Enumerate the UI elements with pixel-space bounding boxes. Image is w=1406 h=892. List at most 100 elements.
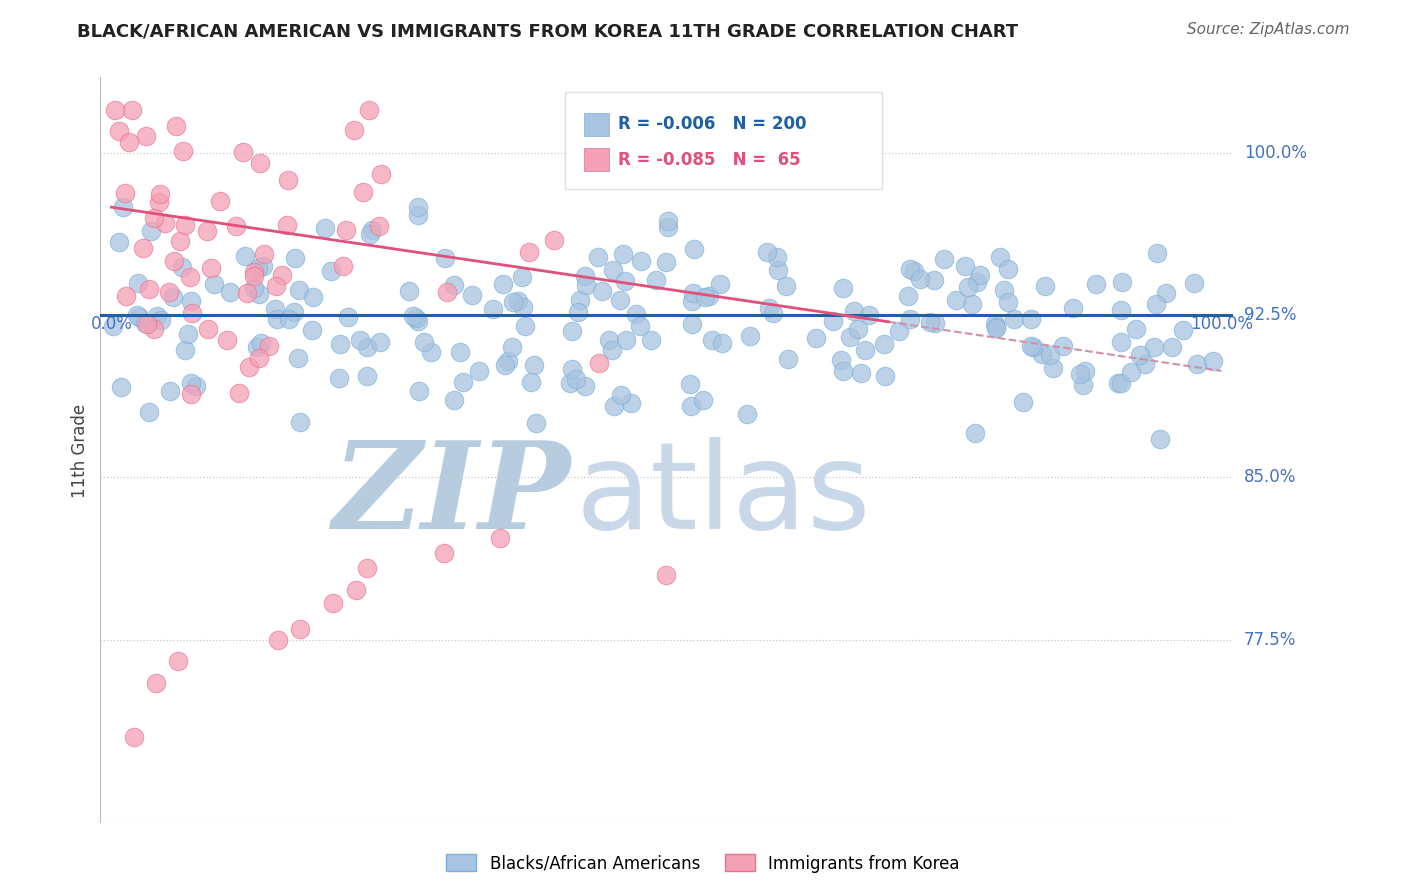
Point [225,219,247,233]
Point [1031,347,1053,361]
Point [408,314,430,328]
Point [657,219,679,234]
Point [823,313,845,327]
Point [520,375,543,389]
Text: 100.0%: 100.0% [1189,315,1253,333]
Point [352,185,374,199]
Point [965,426,987,441]
Point [278,311,301,326]
Point [873,369,896,384]
Point [195,224,218,238]
Point [246,340,269,354]
Point [238,360,260,375]
Text: BLACK/AFRICAN AMERICAN VS IMMIGRANTS FROM KOREA 11TH GRADE CORRELATION CHART: BLACK/AFRICAN AMERICAN VS IMMIGRANTS FRO… [77,22,1018,40]
Point [276,218,298,232]
Point [624,307,647,321]
Point [897,289,920,303]
Text: atlas: atlas [576,437,872,554]
Point [513,319,536,334]
Point [180,387,202,401]
Point [128,310,150,325]
Point [1062,301,1084,315]
Point [250,336,273,351]
Point [138,282,160,296]
Point [257,338,280,352]
Point [697,289,720,303]
Point [145,310,167,324]
Point [277,173,299,187]
Point [569,293,592,308]
Point [969,268,991,282]
Text: 100.0%: 100.0% [1244,145,1306,162]
Point [288,622,311,636]
Point [588,356,610,370]
Point [766,250,789,264]
Point [558,376,581,391]
Point [1182,277,1205,291]
Point [858,308,880,322]
Point [564,372,586,386]
Point [645,273,668,287]
Point [134,316,156,330]
Point [235,249,257,263]
Point [139,224,162,238]
Point [167,654,190,668]
Point [506,294,529,309]
Point [574,379,596,393]
Point [1069,367,1091,381]
Point [1039,348,1062,362]
Point [755,245,778,260]
Point [561,361,583,376]
Point [110,379,132,393]
Point [436,285,458,299]
Point [630,254,652,268]
Point [903,263,925,277]
Point [288,283,311,297]
Point [367,219,389,233]
Point [121,103,143,117]
Point [149,187,172,202]
Point [1012,395,1035,409]
Point [908,271,931,285]
Point [329,336,352,351]
Text: 77.5%: 77.5% [1244,631,1296,648]
Point [247,260,270,275]
Point [612,247,634,261]
Point [988,250,1011,264]
Point [173,343,195,358]
Point [984,321,1007,335]
Point [966,275,988,289]
Point [406,200,429,214]
Point [934,252,956,267]
Point [846,322,869,336]
Point [368,335,391,350]
Point [1185,357,1208,371]
Point [108,235,131,249]
Point [263,302,285,317]
Point [1109,302,1132,317]
Point [202,277,225,291]
Point [180,306,202,320]
Point [682,285,704,300]
Point [359,103,381,117]
Point [142,211,165,226]
Point [337,310,360,325]
Point [681,294,703,309]
Point [873,337,896,351]
Point [945,293,967,307]
Point [838,329,860,343]
Point [655,255,678,269]
Y-axis label: 11th Grade: 11th Grade [72,403,89,498]
Text: 0.0%: 0.0% [90,315,132,333]
Point [501,340,523,354]
Point [1073,364,1095,378]
Point [953,259,976,273]
Point [610,388,633,402]
Point [984,317,1007,331]
Point [591,285,613,299]
Point [1149,432,1171,446]
Point [709,277,731,291]
Point [433,546,456,560]
Point [433,251,456,265]
Point [108,124,131,138]
